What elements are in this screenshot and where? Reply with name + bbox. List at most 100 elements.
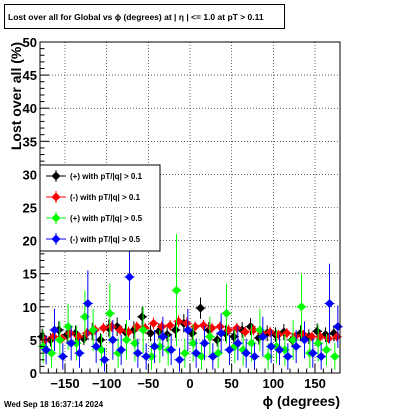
timestamp: Wed Sep 18 16:37:14 2024: [4, 400, 104, 409]
legend-entry: (+) with pT/|q| > 0.5: [70, 214, 143, 223]
data-point: [91, 342, 101, 352]
data-point: [63, 322, 73, 332]
data-point: [141, 351, 151, 361]
y-tick-label: 25: [23, 201, 37, 216]
data-point: [125, 272, 134, 282]
y-axis-title: Lost over all (%): [8, 42, 24, 150]
data-point: [137, 312, 147, 322]
data-point: [330, 351, 340, 361]
data-point: [241, 348, 251, 358]
x-tick-label: 100: [262, 376, 284, 391]
data-point: [115, 325, 125, 335]
data-point: [122, 335, 131, 345]
x-tick-label: −150: [50, 376, 79, 391]
data-point: [133, 348, 143, 358]
legend-entry: (-) with pT/|q| > 0.5: [70, 235, 141, 244]
data-point: [80, 312, 90, 322]
legend-marker: [51, 192, 61, 202]
legend-box: [39, 164, 161, 252]
data-point: [229, 332, 239, 342]
data-point: [88, 325, 98, 335]
data-point: [165, 320, 175, 330]
y-tick-label: 5: [30, 333, 37, 348]
data-point: [172, 285, 181, 295]
data-point: [146, 328, 155, 338]
legend-marker: [51, 234, 61, 244]
axes: −150 −100 −50 0 50 100 150 0 5 10 15 20 25 30 35 40 45 50: [23, 35, 341, 391]
data-point: [250, 351, 259, 361]
legend-marker: [51, 213, 61, 223]
data-point: [308, 348, 318, 358]
data-point: [183, 325, 193, 335]
series-3: [41, 233, 343, 372]
data-point: [275, 345, 284, 355]
data-point: [58, 351, 68, 361]
data-point: [325, 298, 334, 308]
x-tick-label: 150: [304, 376, 326, 391]
data-point: [150, 342, 159, 352]
data-point: [157, 322, 167, 332]
data-point: [258, 332, 268, 342]
data-point: [182, 318, 192, 328]
x-tick-label: 0: [186, 376, 193, 391]
data-point: [199, 320, 208, 330]
data-point: [175, 355, 184, 365]
data-point: [100, 355, 109, 365]
y-tick-label: 35: [23, 134, 37, 149]
data-point: [171, 325, 180, 335]
data-point: [222, 308, 231, 318]
data-point: [50, 325, 59, 335]
data-point: [266, 342, 276, 352]
legend-marker: [51, 171, 61, 181]
data-point: [288, 335, 298, 345]
legend-entry: (-) with pT/|q| > 0.1: [70, 193, 141, 202]
data-point: [149, 318, 158, 328]
data-point: [200, 338, 209, 348]
data-point: [322, 345, 331, 355]
data-point: [105, 308, 115, 318]
data-point: [216, 328, 226, 338]
data-point: [247, 338, 256, 348]
data-point: [208, 351, 218, 361]
x-tick-label: −50: [137, 376, 159, 391]
data-point: [116, 345, 126, 355]
data-point: [96, 335, 105, 345]
data-point: [108, 335, 118, 345]
data-point: [138, 325, 148, 335]
y-tick-label: 50: [23, 35, 37, 50]
y-tick-label: 20: [23, 234, 37, 249]
data-point: [188, 338, 198, 348]
data-point: [215, 322, 225, 332]
data-point: [255, 325, 265, 335]
x-axis-title: ϕ (degrees): [263, 393, 340, 409]
x-tick-label: 50: [224, 376, 238, 391]
data-point: [300, 335, 309, 345]
data-point: [130, 338, 140, 348]
data-point: [155, 342, 165, 352]
data-point: [75, 348, 84, 358]
data-point: [313, 338, 323, 348]
data-point: [283, 351, 293, 361]
data-point: [72, 338, 81, 348]
data-point: [196, 303, 205, 313]
data-point: [212, 335, 222, 345]
data-point: [41, 345, 51, 355]
series-layer: [37, 233, 343, 372]
y-tick-label: 45: [23, 68, 37, 83]
data-point: [205, 332, 215, 342]
data-point: [191, 348, 201, 358]
y-tick-label: 30: [23, 167, 37, 182]
legend-entry: (+) with pT/|q| > 0.1: [70, 172, 143, 181]
chart-title: Lost over all for Global vs ϕ (degrees) …: [4, 4, 285, 29]
data-point: [233, 338, 243, 348]
data-point: [99, 323, 108, 333]
data-point: [297, 302, 306, 312]
data-point: [66, 338, 76, 348]
y-tick-label: 40: [23, 101, 37, 116]
data-point: [316, 351, 326, 361]
data-point: [332, 332, 342, 342]
data-point: [291, 342, 301, 352]
data-point: [225, 345, 234, 355]
data-point: [280, 345, 290, 355]
legend: (+) with pT/|q| > 0.1 (-) with pT/|q| > 0…: [39, 164, 161, 252]
